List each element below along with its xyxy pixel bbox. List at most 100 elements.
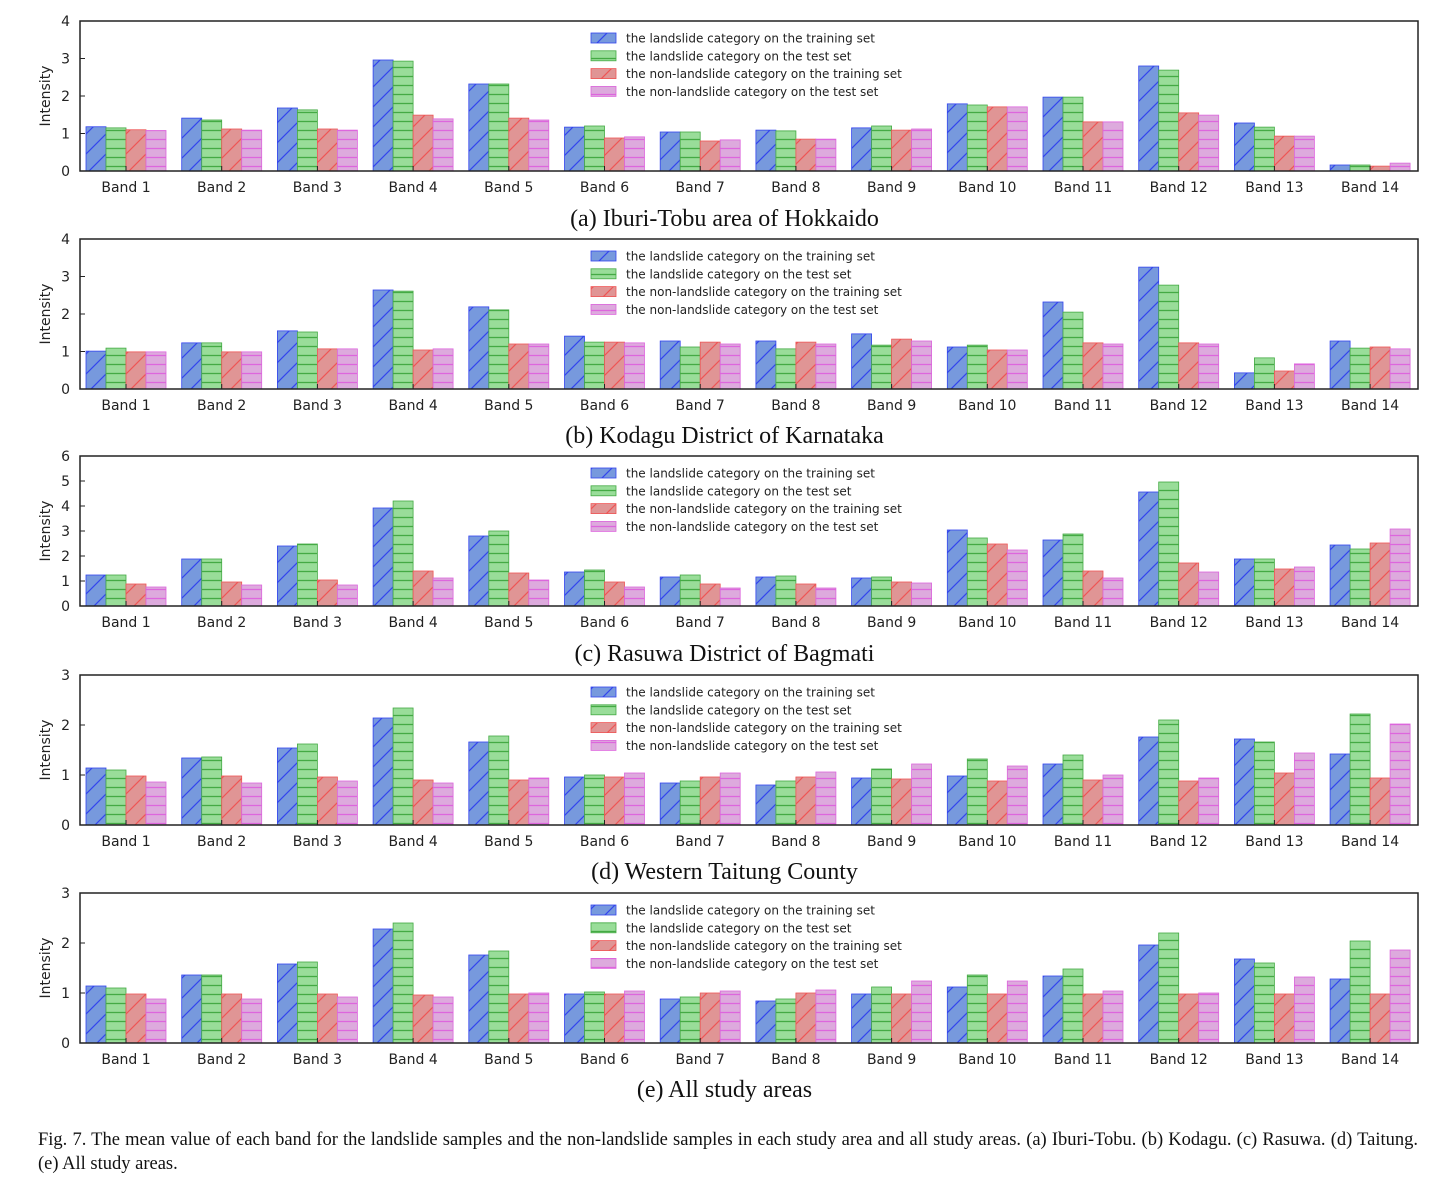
- x-tick-label: Band 5: [484, 1052, 533, 1068]
- x-tick-label: Band 5: [484, 398, 533, 414]
- bar-nonlandslide_train: [1274, 135, 1295, 172]
- bar-landslide_test: [201, 558, 223, 607]
- bar-nonlandslide_test: [241, 351, 263, 390]
- bar-landslide_train: [181, 974, 203, 1044]
- bar-landslide_test: [488, 735, 510, 826]
- bar-landslide_test: [679, 780, 701, 826]
- bar-nonlandslide_train: [316, 993, 338, 1044]
- x-tick-label: Band 8: [771, 398, 820, 414]
- bar-nonlandslide_test: [336, 348, 358, 390]
- legend-label: the non-landslide category on the test s…: [626, 303, 879, 317]
- legend-swatch: [590, 686, 617, 698]
- bar-landslide_train: [1329, 340, 1351, 390]
- bar-nonlandslide_train: [221, 351, 243, 390]
- bar-nonlandslide_test: [1198, 571, 1220, 607]
- bar-landslide_test: [392, 60, 414, 172]
- bar-landslide_train: [181, 558, 203, 607]
- bar-nonlandslide_test: [1102, 121, 1124, 172]
- y-tick-label: 2: [61, 936, 70, 952]
- bar-nonlandslide_test: [241, 584, 263, 607]
- legend-label: the non-landslide category on the traini…: [626, 939, 902, 953]
- bar-nonlandslide_test: [432, 348, 454, 390]
- bar-landslide_test: [966, 537, 988, 607]
- bar-nonlandslide_test: [528, 343, 550, 390]
- legend-swatch: [590, 922, 617, 934]
- bar-landslide_train: [372, 289, 394, 390]
- bar-landslide_test: [105, 769, 127, 826]
- bar-nonlandslide_test: [528, 579, 550, 607]
- y-tick-label: 1: [61, 986, 70, 1002]
- x-tick-label: Band 10: [958, 834, 1016, 850]
- bar-landslide_test: [584, 125, 605, 172]
- bar-nonlandslide_train: [795, 776, 817, 826]
- bar-nonlandslide_test: [1198, 777, 1220, 826]
- bar-nonlandslide_test: [432, 577, 454, 607]
- bar-nonlandslide_test: [911, 763, 932, 826]
- bar-landslide_test: [871, 344, 892, 390]
- bar-nonlandslide_train: [891, 129, 912, 172]
- bar-nonlandslide_train: [125, 351, 147, 390]
- legend-label: the landslide category on the test set: [626, 921, 852, 935]
- bar-landslide_train: [564, 776, 585, 826]
- legend-label: the landslide category on the training s…: [626, 32, 875, 46]
- figure-caption: Fig. 7. The mean value of each band for …: [38, 1130, 1418, 1174]
- x-tick-label: Band 14: [1341, 1052, 1399, 1068]
- bar-nonlandslide_test: [528, 992, 550, 1044]
- legend-label: the non-landslide category on the test s…: [626, 957, 879, 971]
- x-tick-label: Band 6: [580, 834, 629, 850]
- bar-nonlandslide_train: [508, 993, 530, 1044]
- bar-nonlandslide_train: [508, 779, 530, 826]
- plot-frame: [79, 674, 1419, 826]
- bar-landslide_test: [584, 341, 605, 390]
- legend-swatch: [590, 250, 617, 262]
- bar-nonlandslide_train: [604, 581, 625, 607]
- x-tick-label: Band 4: [388, 615, 437, 631]
- bar-landslide_test: [1349, 940, 1371, 1044]
- bar-landslide_test: [1062, 533, 1084, 607]
- bar-nonlandslide_train: [316, 776, 338, 826]
- bar-landslide_test: [584, 569, 605, 607]
- bar-landslide_test: [1254, 962, 1275, 1044]
- y-axis-label: Intensity: [38, 66, 54, 127]
- bar-landslide_train: [181, 757, 203, 826]
- bar-nonlandslide_train: [221, 775, 243, 826]
- bar-nonlandslide_train: [221, 128, 243, 172]
- x-tick-label: Band 14: [1341, 615, 1399, 631]
- bar-landslide_test: [1254, 126, 1275, 172]
- bar-nonlandslide_train: [795, 138, 817, 172]
- bar-nonlandslide_test: [719, 772, 741, 826]
- bar-nonlandslide_train: [1274, 568, 1295, 607]
- bar-nonlandslide_train: [795, 583, 817, 607]
- bar-nonlandslide_train: [604, 993, 625, 1044]
- x-tick-label: Band 8: [771, 180, 820, 196]
- bar-nonlandslide_train: [699, 341, 721, 390]
- bar-nonlandslide_test: [911, 980, 932, 1044]
- bar-nonlandslide_test: [1006, 765, 1028, 826]
- y-tick-label: 0: [61, 1036, 70, 1052]
- bar-landslide_test: [1349, 548, 1371, 607]
- bar-nonlandslide_test: [1198, 114, 1220, 172]
- bar-nonlandslide_train: [891, 778, 912, 826]
- x-tick-label: Band 5: [484, 615, 533, 631]
- bar-landslide_train: [851, 577, 872, 607]
- bar-nonlandslide_test: [1102, 343, 1124, 390]
- bar-nonlandslide_train: [699, 140, 721, 172]
- bar-landslide_test: [1158, 932, 1180, 1044]
- x-tick-label: Band 2: [197, 615, 246, 631]
- plot-frame: [79, 892, 1419, 1044]
- bar-landslide_test: [1349, 713, 1371, 826]
- bar-landslide_test: [871, 768, 892, 826]
- bar-nonlandslide_train: [316, 579, 338, 607]
- legend-label: the landslide category on the training s…: [626, 250, 875, 264]
- bar-nonlandslide_test: [432, 996, 454, 1044]
- y-tick-label: 1: [61, 345, 70, 361]
- bar-nonlandslide_test: [336, 584, 358, 607]
- legend-swatch: [590, 704, 617, 716]
- bar-landslide_train: [468, 535, 490, 607]
- x-tick-label: Band 11: [1054, 834, 1112, 850]
- legend-swatch: [590, 86, 617, 97]
- bar-nonlandslide_test: [1389, 348, 1411, 390]
- x-tick-label: Band 7: [676, 180, 725, 196]
- bar-nonlandslide_train: [221, 993, 243, 1044]
- bar-landslide_train: [851, 777, 872, 826]
